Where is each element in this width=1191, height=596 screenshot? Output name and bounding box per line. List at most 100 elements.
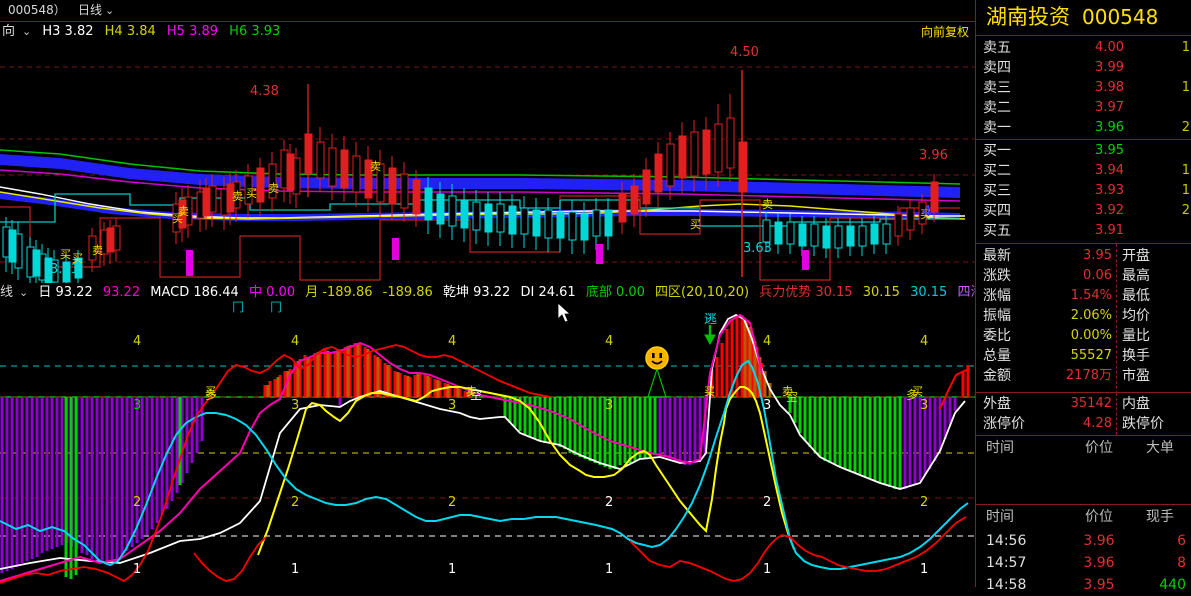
line-red-thin [0, 344, 551, 584]
indicator-parameter-row: 线 ⌄ 日 93.22 93.22 MACD 186.44 中 0.00 月 -1… [0, 283, 975, 314]
divider-bigorder [976, 435, 1191, 436]
ind-ri-label: 日 93.22 [38, 285, 93, 300]
svg-text:空: 空 [786, 390, 798, 404]
stat-value-totalvolume: 55527 [1070, 348, 1112, 363]
stat-row-latest: 最新 3.95 开盘 [976, 246, 1191, 266]
stats-column-divider [1116, 244, 1117, 394]
orderbook-row-sell1[interactable]: 卖一 3.96 2 [976, 118, 1191, 138]
line-red-right-top [939, 368, 971, 410]
stat-label-avgprice: 均价 [1122, 308, 1150, 324]
ind-yue-value2: -189.86 [382, 285, 433, 300]
candlestick-svg: 买 买 卖 买 卖 卖 买 卖 卖 买 卖 买 [0, 66, 975, 284]
inout-column-divider [1116, 393, 1117, 435]
stat-value-amplitude: 2.06% [1070, 308, 1112, 323]
orderbook-label: 卖一 [983, 120, 1011, 136]
orderbook-label: 卖五 [983, 40, 1011, 56]
orderbook-label: 卖二 [983, 100, 1011, 116]
main-chart-header: 向 ⌄ H3 3.82 H4 3.84 H5 3.89 H6 3.93 [0, 22, 287, 42]
svg-text:多: 多 [906, 388, 918, 402]
svg-text:卖: 卖 [178, 205, 189, 218]
ind-value-cyan: 30.15 [910, 285, 948, 300]
stat-value-outervol: 35142 [1070, 396, 1112, 411]
tab-stock-code[interactable]: 000548） [2, 1, 72, 20]
svg-text:买: 买 [246, 187, 257, 200]
stat-row-pctchange: 涨幅 1.54% 最低 [976, 286, 1191, 306]
indicator-chevron-down-icon[interactable]: ⌄ [19, 286, 29, 299]
ind-yue-label: 月 -189.86 [305, 285, 373, 300]
orderbook-row-buy5[interactable]: 买五 3.91 [976, 221, 1191, 241]
sub-indicator-svg: 4 3 2 1 4 3 2 1 4 3 2 1 4 3 2 1 4 [0, 313, 975, 584]
ind-pink-value: 93.22 [102, 285, 141, 300]
stat-label-turnover: 换手 [1122, 348, 1150, 364]
svg-text:3: 3 [763, 398, 771, 413]
orderbook-label: 买三 [983, 183, 1011, 199]
svg-text:买: 买 [60, 248, 71, 261]
orderbook-label: 卖三 [983, 80, 1011, 96]
orderbook-price: 3.98 [1095, 80, 1124, 95]
svg-text:2: 2 [291, 495, 299, 510]
stat-label-amount: 金额 [983, 368, 1011, 384]
ma-h5-label: H5 3.89 [166, 24, 219, 39]
tab-period-daily[interactable]: 日线 ⌄ [72, 1, 120, 20]
line-red-bottom-right [629, 516, 967, 582]
divider-bidask [976, 139, 1191, 140]
ma-envelope-upper [0, 154, 960, 198]
orderbook-label: 买一 [983, 143, 1011, 159]
price-adjust-label[interactable]: 向前复权 [920, 25, 969, 39]
stat-label-uplimit: 涨停价 [983, 416, 1025, 432]
stat-label-pe: 市盈 [1122, 368, 1150, 384]
orderbook-row-sell5[interactable]: 卖五 4.00 1 [976, 38, 1191, 58]
divider-ticker [976, 504, 1191, 505]
stat-value-amount: 2178万 [1065, 368, 1112, 383]
ticker-table-header: 时间 价位 现手 [976, 506, 1191, 528]
ticker-row[interactable]: 14:58 3.95 440 [976, 574, 1191, 596]
header-chevron-down-icon[interactable]: ⌄ [22, 25, 32, 38]
orderbook-volume: 1 [1181, 163, 1190, 178]
stock-code-label: 000548 [1082, 5, 1159, 29]
orderbook-row-buy4[interactable]: 买四 3.92 2 [976, 201, 1191, 221]
stat-row-amount: 金额 2178万 市盈 2 [976, 366, 1191, 386]
stat-label-outervol: 外盘 [983, 396, 1011, 412]
scale-numbers: 4 3 2 1 4 3 2 1 4 3 2 1 4 3 2 1 4 [133, 334, 928, 577]
orderbook-price: 3.97 [1095, 100, 1124, 115]
stat-row-limit: 涨停价 4.28 跌停价 [976, 414, 1191, 434]
svg-text:卖: 卖 [92, 244, 103, 257]
svg-text:1: 1 [291, 562, 299, 577]
price-label-396: 3.96 [919, 148, 948, 163]
ind-value-yellow: 30.15 [862, 285, 900, 300]
ticker-row[interactable]: 14:56 3.96 6 [976, 530, 1191, 552]
stat-value-uplimit: 4.28 [1083, 416, 1112, 431]
orderbook-volume: 1 [1181, 183, 1190, 198]
magenta-markers [186, 238, 809, 276]
orderbook-label: 买四 [983, 203, 1011, 219]
svg-text:卖: 卖 [782, 385, 793, 398]
orderbook-row-sell3[interactable]: 卖三 3.98 1 [976, 78, 1191, 98]
envelope-white [0, 313, 966, 570]
svg-text:空: 空 [470, 388, 482, 402]
smiley-triangle [647, 368, 667, 398]
stat-value-orderratio: 0.00% [1070, 328, 1112, 343]
sub-indicator-pane[interactable]: 4 3 2 1 4 3 2 1 4 3 2 1 4 3 2 1 4 [0, 313, 975, 587]
orderbook-row-buy1[interactable]: 买一 3.95 [976, 141, 1191, 161]
orderbook-price: 3.93 [1095, 183, 1124, 198]
orderbook-row-sell4[interactable]: 卖四 3.99 [976, 58, 1191, 78]
main-candlestick-pane[interactable]: 向 ⌄ H3 3.82 H4 3.84 H5 3.89 H6 3.93 向前复权 [0, 21, 975, 285]
price-label-351: 3.51 [50, 262, 79, 277]
stat-label-volratio: 量比 [1122, 328, 1150, 344]
svg-text:买: 买 [72, 252, 83, 265]
svg-text:买: 买 [704, 385, 715, 398]
orderbook-row-buy3[interactable]: 买三 3.93 1 [976, 181, 1191, 201]
ticker-header-price: 价位 [1085, 509, 1113, 525]
bars-orange [266, 319, 772, 397]
orderbook-row-buy2[interactable]: 买二 3.94 1 [976, 161, 1191, 181]
smiley-face-icon [645, 346, 669, 370]
ticker-volume: 6 [1177, 533, 1186, 549]
svg-text:买: 买 [172, 212, 183, 225]
orderbook-row-sell2[interactable]: 卖二 3.97 [976, 98, 1191, 118]
ticker-row[interactable]: 14:57 3.96 8 [976, 552, 1191, 574]
line-yellow [257, 386, 795, 556]
line-cyan [0, 359, 969, 570]
orderbook-label: 买二 [983, 163, 1011, 179]
ma-envelope-lower [0, 192, 960, 221]
divider-stats [976, 243, 1191, 244]
